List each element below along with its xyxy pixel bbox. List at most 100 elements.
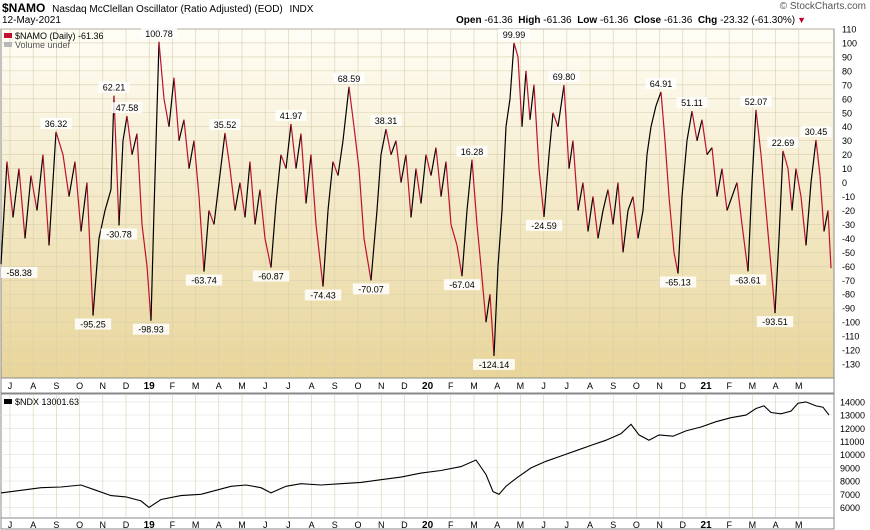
namo-segment bbox=[597, 210, 604, 239]
namo-segment bbox=[400, 154, 407, 183]
namo-segment bbox=[280, 154, 287, 169]
namo-segment bbox=[300, 133, 307, 204]
namo-segment bbox=[726, 196, 733, 211]
annotation-label: -63.74 bbox=[191, 276, 217, 286]
x-tick-label: M bbox=[517, 520, 525, 530]
annotation-label: 30.45 bbox=[805, 127, 828, 137]
namo-segment bbox=[577, 182, 584, 211]
x-tick-label: A bbox=[587, 381, 593, 391]
x-tick-label: D bbox=[401, 381, 408, 391]
annotation-label: 100.78 bbox=[145, 29, 173, 39]
x-tick-label: O bbox=[354, 520, 361, 530]
namo-segment bbox=[259, 189, 266, 239]
annotation-label: 52.07 bbox=[745, 97, 768, 107]
namo-segment bbox=[552, 112, 559, 127]
y-tick-label: 10000 bbox=[840, 450, 865, 460]
y-tick-label: -30 bbox=[842, 220, 855, 230]
x-tick-label: M bbox=[749, 381, 757, 391]
exchange: INDX bbox=[289, 4, 314, 15]
namo-segment bbox=[425, 154, 432, 176]
low-label: Low bbox=[577, 15, 598, 26]
namo-segment bbox=[617, 182, 624, 253]
ndx-legend: $NDX 13001.63 bbox=[4, 397, 79, 407]
x-tick-label: M bbox=[517, 381, 525, 391]
namo-segment bbox=[815, 139, 821, 176]
y-tick-label: -130 bbox=[842, 360, 860, 370]
x-tick-label: S bbox=[610, 520, 616, 530]
namo-segment bbox=[450, 224, 458, 246]
annotation-label: -60.87 bbox=[258, 272, 284, 282]
x-tick-label: M bbox=[192, 520, 200, 530]
namo-segment bbox=[390, 140, 397, 155]
y-tick-label: 60 bbox=[842, 94, 852, 104]
annotation-label: -63.61 bbox=[735, 275, 761, 285]
annotation-bg bbox=[100, 228, 138, 240]
annotation-label: -58.38 bbox=[6, 268, 32, 278]
namo-segment bbox=[24, 175, 32, 239]
x-tick-label: D bbox=[123, 381, 130, 391]
namo-segment bbox=[290, 123, 297, 169]
legend-swatch bbox=[4, 33, 12, 38]
x-tick-label: 19 bbox=[144, 381, 156, 392]
namo-segment bbox=[778, 150, 784, 239]
namo-segment bbox=[587, 196, 594, 232]
namo-segment bbox=[650, 105, 657, 127]
namo-segment bbox=[701, 119, 708, 155]
annotation-label: -67.04 bbox=[449, 280, 475, 290]
namo-segment bbox=[637, 210, 644, 239]
annotation-bg bbox=[98, 81, 130, 93]
namo-segment bbox=[395, 140, 402, 183]
namo-segment bbox=[497, 210, 503, 267]
namo-segment bbox=[602, 189, 609, 211]
x-tick-label: S bbox=[53, 520, 59, 530]
namo-segment bbox=[791, 168, 797, 211]
annotation-label: -93.51 bbox=[762, 317, 788, 327]
brand-watermark[interactable]: © StockCharts.com bbox=[779, 1, 866, 12]
annotation-label: 99.99 bbox=[503, 30, 526, 40]
namo-segment bbox=[244, 161, 251, 218]
down-arrow-icon: ▼ bbox=[797, 15, 807, 25]
namo-segment bbox=[430, 147, 437, 176]
namo-segment bbox=[353, 126, 360, 169]
x-tick-label: M bbox=[238, 381, 246, 391]
y-tick-label: 40 bbox=[842, 122, 852, 132]
x-tick-label: O bbox=[354, 381, 361, 391]
x-tick-label: O bbox=[76, 381, 83, 391]
low-value: -61.36 bbox=[599, 15, 629, 26]
x-tick-label: N bbox=[100, 381, 107, 391]
namo-segment bbox=[305, 154, 312, 204]
legend-label: $NAMO (Daily) -61.36 bbox=[15, 31, 104, 41]
annotation-bg bbox=[132, 323, 170, 335]
chart-date: 12-May-2021 bbox=[2, 15, 61, 26]
y-tick-label: 90 bbox=[842, 52, 852, 62]
annotation-label: 36.32 bbox=[45, 119, 68, 129]
namo-segment bbox=[6, 161, 14, 218]
namo-segment bbox=[660, 91, 666, 141]
x-tick-label: F bbox=[448, 381, 454, 391]
annotation-bg bbox=[548, 71, 580, 83]
namo-segment bbox=[150, 210, 155, 321]
namo-segment bbox=[315, 224, 324, 287]
x-tick-label: 20 bbox=[422, 520, 434, 530]
x-tick-label: J bbox=[286, 520, 291, 530]
annotation-label: 35.52 bbox=[214, 120, 237, 130]
x-axis-bottom: J A S O N D 19 F M A M J J A S O N D 20 F M A M J J A S O N D 21 F M A M bbox=[8, 520, 803, 530]
namo-annotations: -58.38 36.32 -95.25 62.21 -30.78 47.58 -98.93 1… bbox=[1, 27, 832, 370]
namo-segment bbox=[751, 109, 757, 183]
close-label: Close bbox=[633, 15, 662, 26]
y-tick-label: 100 bbox=[842, 38, 857, 48]
ndx-line bbox=[0, 401, 830, 509]
chg-value: -23.32 (-61.30%) bbox=[720, 15, 796, 26]
x-tick-label: O bbox=[633, 520, 640, 530]
annotation-bg bbox=[800, 126, 832, 138]
high-label: High bbox=[518, 15, 541, 26]
x-tick-label: J bbox=[565, 520, 570, 530]
namo-segment bbox=[295, 133, 302, 169]
namo-segment bbox=[517, 56, 523, 127]
y-tick-label: 14000 bbox=[840, 397, 865, 407]
x-tick-label: M bbox=[470, 381, 478, 391]
namo-segment bbox=[48, 131, 57, 246]
annotation-bg bbox=[275, 109, 307, 121]
namo-segment bbox=[322, 210, 329, 287]
namo-segment bbox=[711, 147, 718, 197]
